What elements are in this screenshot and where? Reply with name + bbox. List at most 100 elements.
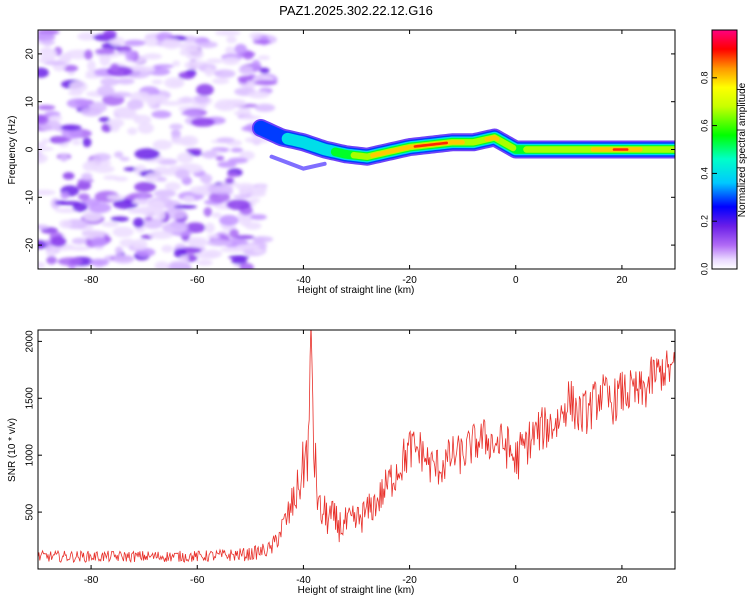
noise-blob <box>184 222 206 233</box>
noise-blob <box>54 208 79 214</box>
colorbar: 0.0 0.2 0.4 0.6 0.8 Normalized spectral ampl… <box>699 29 748 275</box>
snr-x-axis-label: Height of straight line (km) <box>298 585 415 596</box>
noise-blob <box>229 228 239 239</box>
noise-blob <box>254 80 278 86</box>
noise-blob <box>188 239 207 248</box>
noise-blob <box>204 66 215 77</box>
colorbar-tick-label: 0.8 <box>699 72 709 85</box>
noise-blob <box>156 209 166 221</box>
noise-blob <box>89 258 109 267</box>
noise-blob <box>230 147 244 153</box>
x-tick-label: -60 <box>190 575 205 586</box>
noise-blob <box>197 41 218 49</box>
noise-blob <box>91 236 107 248</box>
noise-blob <box>222 56 240 66</box>
noise-blob <box>69 246 91 251</box>
colorbar-label: Normalized spectral amplitude <box>737 82 748 217</box>
noise-blob <box>95 48 116 55</box>
noise-blob <box>211 212 222 219</box>
noise-blob <box>196 83 214 96</box>
noise-blob <box>114 151 124 158</box>
noise-blob <box>92 165 115 174</box>
noise-blob <box>38 67 49 78</box>
noise-blob <box>46 256 57 265</box>
noise-blob <box>212 78 230 85</box>
noise-blob <box>182 195 195 203</box>
noise-blob <box>110 216 129 222</box>
noise-blob <box>228 255 250 260</box>
noise-blob <box>112 226 134 238</box>
ridge-band <box>413 141 629 151</box>
noise-blob <box>164 182 181 191</box>
noise-blob <box>76 180 92 191</box>
noise-blob <box>71 237 88 245</box>
noise-blob <box>204 222 215 234</box>
x-tick-label: 20 <box>616 275 628 286</box>
noise-blob <box>239 150 255 161</box>
noise-blob <box>255 184 266 194</box>
snr-axes: -80 -60 -40 -20 0 20 500 1000 1500 2000 <box>25 330 675 586</box>
noise-blob <box>78 193 90 201</box>
noise-blob <box>69 80 88 93</box>
noise-blob <box>225 100 247 108</box>
noise-blob <box>110 91 132 98</box>
noise-blob <box>151 110 172 119</box>
x-tick-label: -20 <box>402 575 417 586</box>
x-tick-label: 0 <box>513 275 519 286</box>
noise-blob <box>123 39 146 47</box>
y-tick-label: -10 <box>25 190 36 205</box>
noise-blob <box>226 172 239 177</box>
y-tick-label: 1500 <box>25 387 36 410</box>
noise-blob <box>257 55 270 60</box>
noise-blob <box>119 156 130 162</box>
noise-blob <box>131 208 146 214</box>
noise-blob <box>179 255 189 263</box>
noise-blob <box>179 262 192 269</box>
noise-blob <box>149 230 174 239</box>
chart-title: PAZ1.2025.302.22.12.G16 <box>279 3 433 18</box>
noise-blob <box>62 64 79 72</box>
spectrogram-axes: -80 -60 -40 -20 0 20 -20 -10 0 10 20 <box>25 30 675 286</box>
noise-blob <box>60 124 82 131</box>
noise-blob <box>38 153 48 164</box>
noise-blob <box>99 54 111 67</box>
snr-y-axis-label: SNR (10 * v/v) <box>7 418 18 482</box>
noise-blob <box>68 89 83 97</box>
noise-blob <box>126 99 144 110</box>
noise-blob <box>161 38 182 50</box>
snr-background <box>38 330 675 569</box>
noise-blob <box>66 98 91 109</box>
noise-blob <box>228 157 248 164</box>
noise-blob <box>134 181 157 193</box>
noise-blob <box>190 117 215 127</box>
noise-blob <box>38 189 56 196</box>
noise-blob <box>77 32 97 41</box>
noise-blob <box>253 248 264 254</box>
noise-blob <box>143 218 164 229</box>
noise-blob <box>201 150 218 159</box>
noise-blob <box>239 262 254 269</box>
noise-blob <box>247 90 270 99</box>
noise-blob <box>203 207 213 217</box>
noise-blob <box>244 222 262 230</box>
snr-panel: -80 -60 -40 -20 0 20 500 1000 1500 2000 Height of… <box>7 329 676 596</box>
noise-blob <box>125 50 136 61</box>
noise-blob <box>109 36 125 47</box>
noise-blob <box>172 60 181 67</box>
noise-blob <box>84 49 93 60</box>
noise-blob <box>38 33 56 41</box>
noise-blob <box>206 239 233 247</box>
noise-blob <box>177 97 196 104</box>
noise-blob <box>107 194 125 201</box>
y-tick-label: 10 <box>25 96 36 108</box>
noise-blob <box>142 53 163 60</box>
noise-blob <box>225 46 236 55</box>
noise-blob <box>57 257 83 266</box>
noise-blob <box>157 176 167 182</box>
noise-blob <box>132 239 148 251</box>
x-tick-label: -40 <box>296 275 311 286</box>
x-tick-label: -20 <box>402 275 417 286</box>
noise-blob <box>131 199 154 205</box>
noise-blob <box>61 127 83 140</box>
noise-blob <box>113 254 135 264</box>
